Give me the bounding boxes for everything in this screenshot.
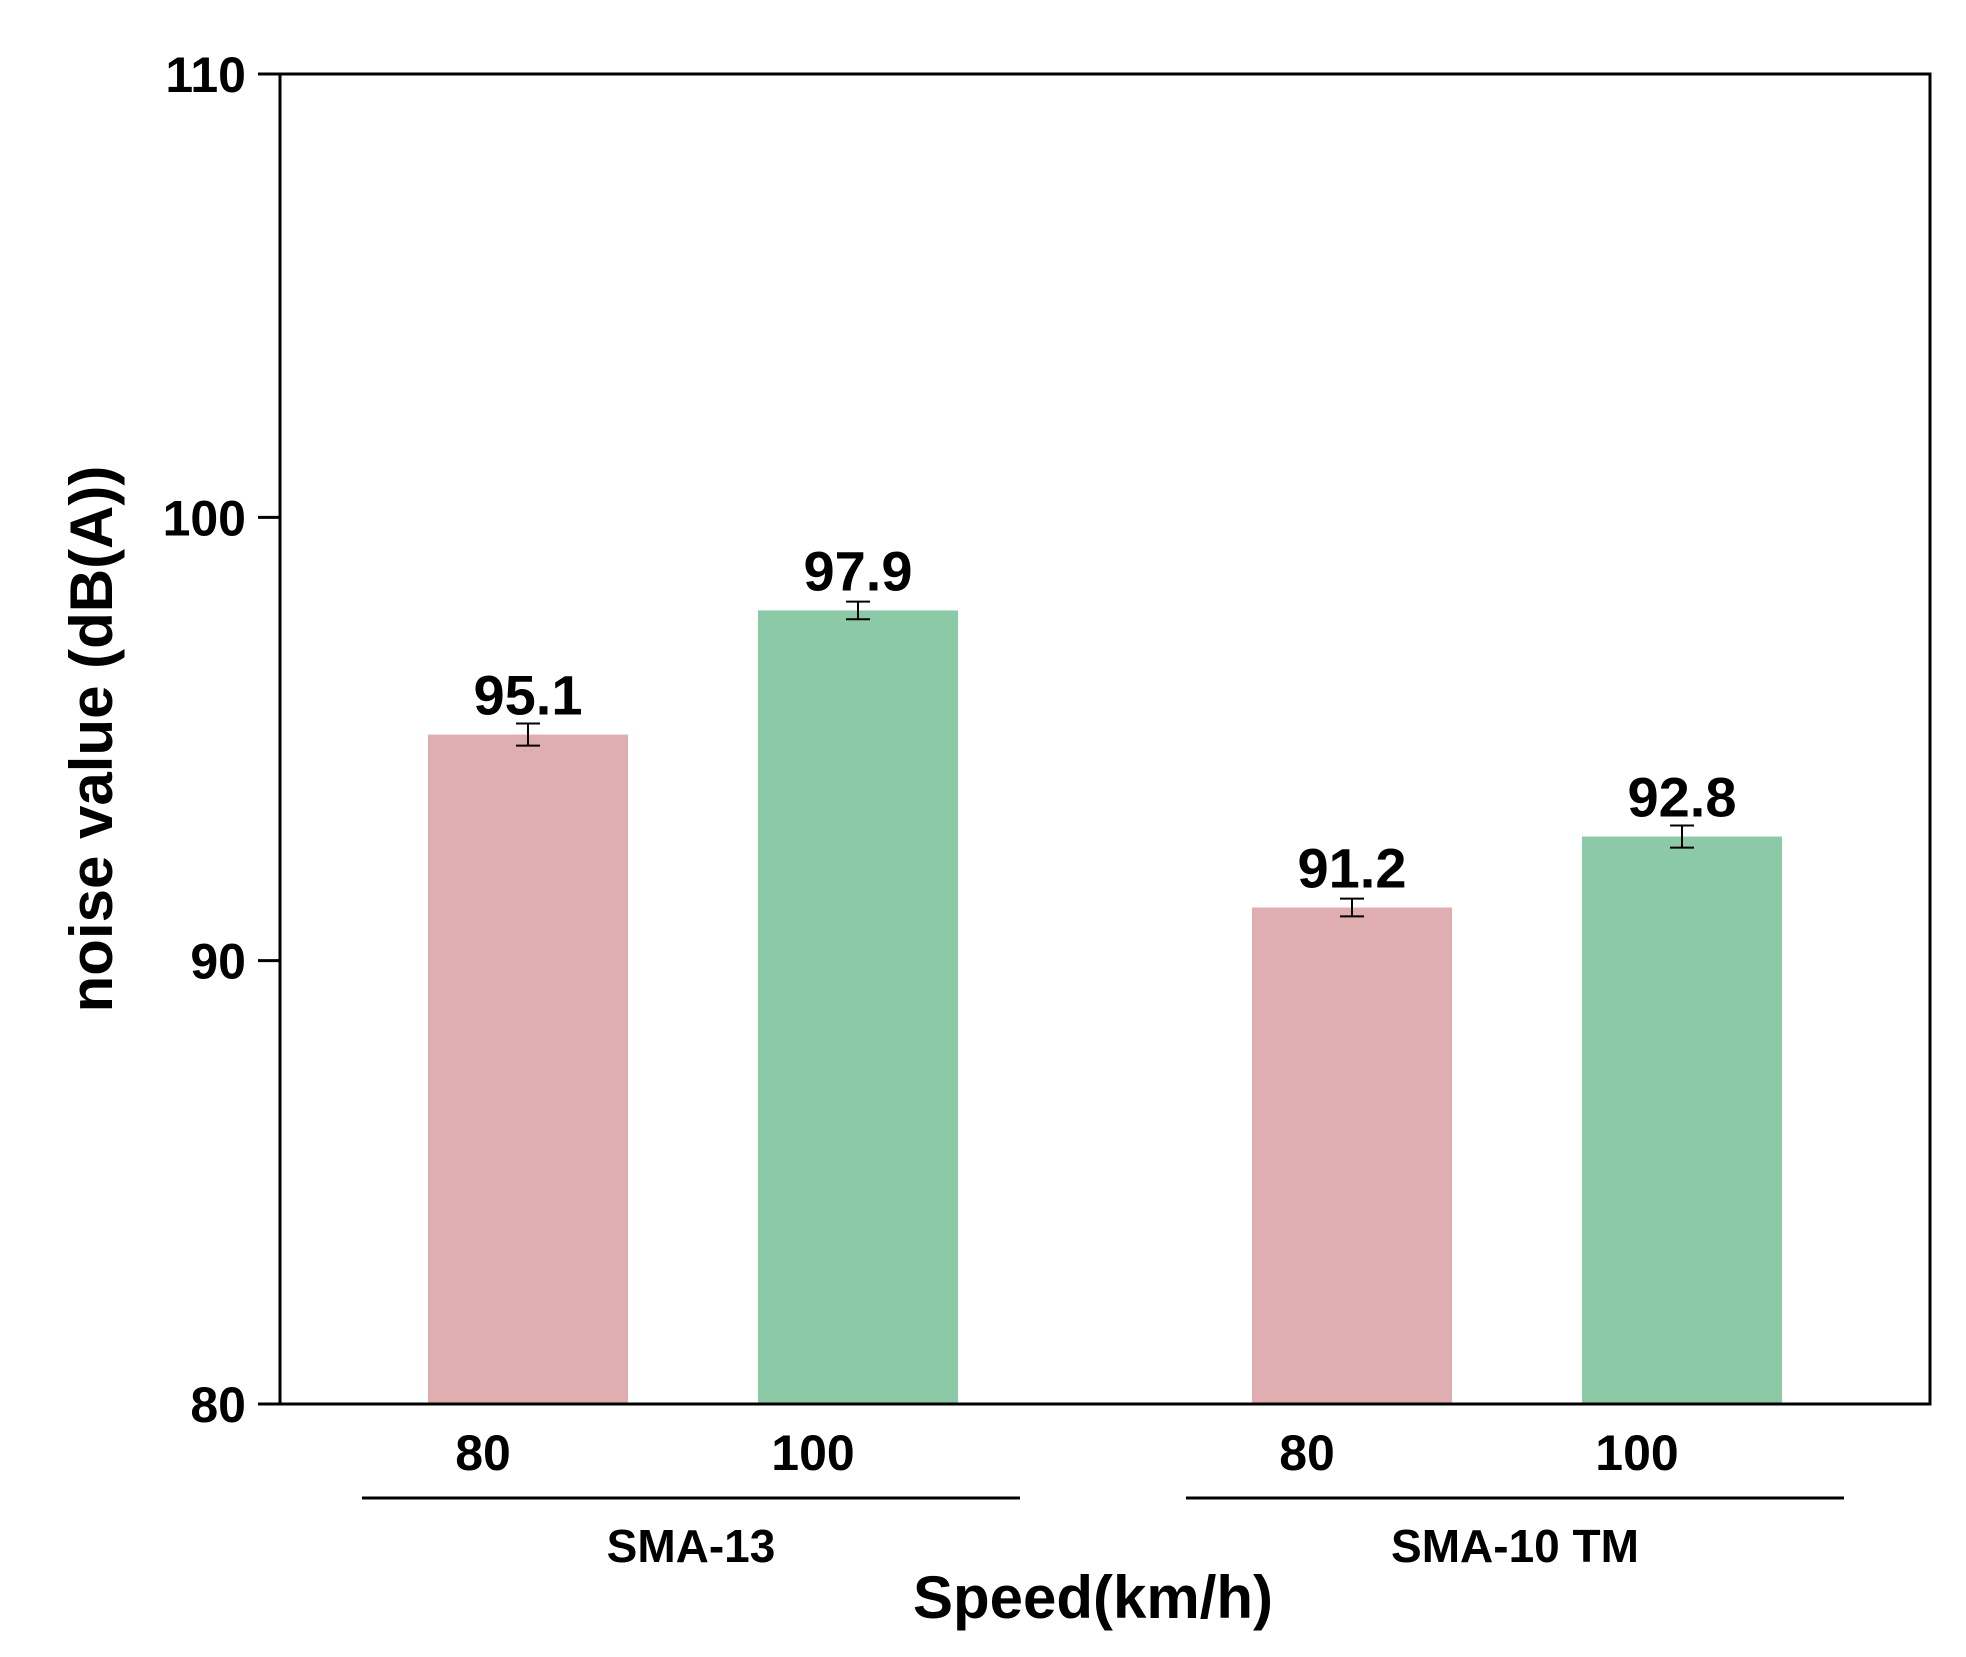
y-axis-ticks: 80 90 100 110 <box>163 47 280 1433</box>
data-label: 97.9 <box>804 539 913 602</box>
bar <box>1582 836 1782 1404</box>
x-axis-title: Speed(km/h) <box>913 1564 1273 1631</box>
x-tick-label: 80 <box>455 1425 511 1481</box>
bars: 95.1 97.9 91.2 92.8 <box>428 539 1782 1404</box>
x-tick-label: 100 <box>1595 1425 1678 1481</box>
y-axis-title: noise value (dB(A)) <box>58 466 125 1013</box>
y-tick-label: 110 <box>165 47 246 103</box>
group-label: SMA-10 TM <box>1391 1520 1639 1572</box>
data-label: 92.8 <box>1628 766 1737 829</box>
plot-frame <box>278 72 1932 1406</box>
x-axis-labels: 80 100 SMA-13 80 100 SMA-10 TM <box>362 1425 1844 1572</box>
data-label: 95.1 <box>474 664 583 727</box>
data-label: 91.2 <box>1298 836 1407 899</box>
bar <box>758 610 958 1404</box>
y-tick-label: 100 <box>163 490 246 546</box>
bar <box>1252 907 1452 1404</box>
y-tick-label: 80 <box>190 1377 246 1433</box>
group-label: SMA-13 <box>607 1520 776 1572</box>
y-tick-label: 90 <box>190 934 246 990</box>
x-tick-label: 100 <box>771 1425 854 1481</box>
x-tick-label: 80 <box>1279 1425 1335 1481</box>
bar <box>428 734 628 1404</box>
